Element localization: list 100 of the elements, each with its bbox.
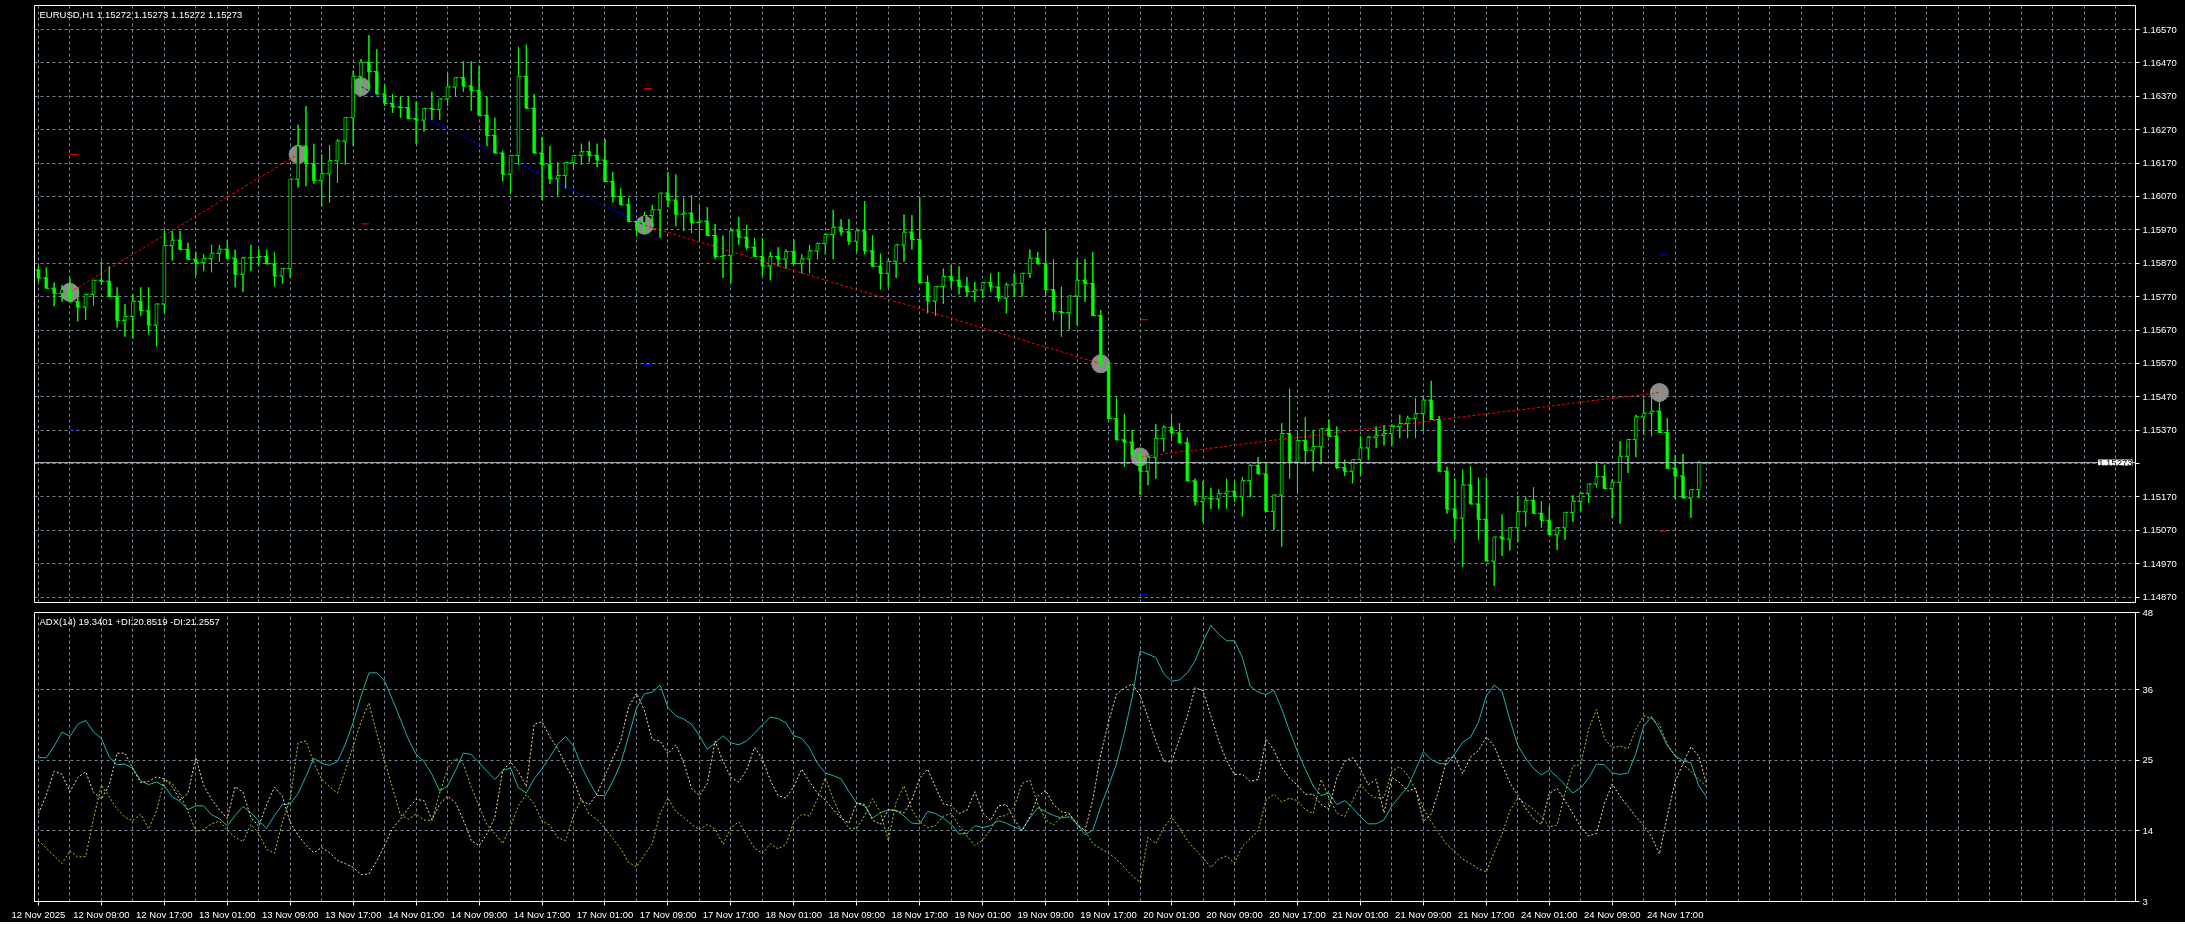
x-tick-label: 20 Nov 01:00 — [1143, 908, 1200, 920]
candlestick — [790, 238, 798, 265]
candlestick — [121, 303, 129, 338]
x-tick-label: 12 Nov 09:00 — [73, 908, 130, 920]
y-tick-label: 1.16170 — [2142, 157, 2177, 169]
y-tick-label: 1.16370 — [2142, 90, 2177, 102]
candlestick — [176, 230, 184, 251]
candlestick — [1553, 527, 1561, 551]
y-tick-label: 14 — [2142, 824, 2154, 836]
candlestick — [1152, 423, 1160, 480]
candlestick — [491, 117, 499, 154]
candlestick — [593, 143, 601, 168]
x-tick-label: 17 Nov 09:00 — [639, 908, 697, 920]
x-tick-label: 13 Nov 01:00 — [199, 908, 256, 920]
y-tick-label: 1.15170 — [2142, 490, 2177, 502]
candlestick — [609, 171, 617, 203]
x-tick-label: 20 Nov 09:00 — [1206, 908, 1263, 920]
candlestick — [648, 204, 656, 227]
candlestick — [58, 284, 66, 303]
candlestick — [727, 228, 735, 284]
y-tick-label: 48 — [2142, 606, 2154, 618]
y-tick-label: 1.15970 — [2142, 223, 2177, 235]
candlestick — [1073, 258, 1081, 326]
y-tick-label: 3 — [2142, 895, 2148, 907]
y-tick-label: 1.15770 — [2142, 290, 2177, 302]
candlestick — [1136, 449, 1144, 496]
x-tick-label: 19 Nov 17:00 — [1080, 908, 1137, 920]
x-tick-label: 13 Nov 17:00 — [324, 908, 382, 920]
candlestick — [774, 246, 782, 267]
candlestick — [711, 223, 719, 260]
candlestick — [1372, 426, 1380, 449]
candlestick — [239, 256, 247, 293]
x-tick-label: 12 Nov 2025 — [11, 908, 66, 920]
y-tick-label: 36 — [2142, 683, 2154, 695]
candlestick — [231, 249, 239, 288]
candlestick — [1325, 419, 1333, 437]
ref-line-label: 1.15273 — [2098, 456, 2133, 468]
candlestick — [373, 48, 381, 95]
x-tick-label: 24 Nov 09:00 — [1583, 908, 1641, 920]
y-tick-label: 1.14870 — [2142, 591, 2177, 603]
candlestick — [74, 286, 82, 322]
candlestick — [1679, 453, 1687, 499]
candlestick — [853, 230, 861, 253]
x-tick-label: 13 Nov 09:00 — [261, 908, 319, 920]
candlestick — [971, 281, 979, 303]
candlestick — [837, 218, 845, 237]
candlestick — [1262, 463, 1270, 512]
candlestick — [1569, 494, 1577, 523]
candlestick — [554, 161, 562, 196]
candlestick — [1435, 415, 1443, 472]
chart-title: ADX(14) 19.3401 +DI:20.8519 -DI:21.2557 — [39, 615, 220, 627]
x-tick-label: 18 Nov 09:00 — [828, 908, 886, 920]
y-tick-label: 1.16270 — [2142, 123, 2177, 135]
candlestick — [1317, 428, 1325, 465]
candlestick — [50, 282, 58, 307]
candlestick — [900, 214, 908, 263]
candlestick — [1451, 478, 1459, 541]
x-tick-label: 21 Nov 09:00 — [1395, 908, 1452, 920]
x-tick-label: 14 Nov 09:00 — [450, 908, 508, 920]
candlestick — [1443, 466, 1451, 515]
candlestick — [1270, 494, 1278, 531]
candlestick — [1254, 456, 1262, 475]
candlestick — [168, 230, 176, 262]
candlestick — [1018, 272, 1026, 298]
candlestick — [1514, 496, 1522, 543]
y-tick-label: 1.16570 — [2142, 23, 2177, 35]
candlestick — [1081, 258, 1089, 303]
candlestick — [955, 265, 963, 295]
candlestick — [129, 293, 137, 339]
x-tick-label: 17 Nov 17:00 — [702, 908, 760, 920]
candlestick — [1506, 527, 1514, 551]
candlestick — [546, 145, 554, 185]
candlestick — [1608, 478, 1616, 519]
x-tick-label: 12 Nov 17:00 — [136, 908, 193, 920]
candlestick — [365, 34, 373, 90]
candlestick — [475, 65, 483, 116]
x-tick-label: 19 Nov 09:00 — [1017, 908, 1074, 920]
candlestick — [294, 124, 302, 188]
candlestick — [420, 107, 428, 133]
candlestick — [1498, 513, 1506, 557]
point — [1649, 383, 1669, 402]
candlestick — [113, 286, 121, 328]
x-tick-label: 24 Nov 01:00 — [1521, 908, 1578, 920]
candlestick — [530, 93, 538, 154]
x-tick-label: 14 Nov 17:00 — [513, 908, 571, 920]
candlestick — [1616, 440, 1624, 525]
x-tick-label: 18 Nov 17:00 — [891, 908, 949, 920]
candlestick — [782, 249, 790, 270]
candlestick — [1089, 251, 1097, 317]
x-tick-label: 20 Nov 17:00 — [1269, 908, 1326, 920]
y-tick-label: 1.16470 — [2142, 56, 2177, 68]
candlestick — [1490, 536, 1498, 587]
x-tick-label: 21 Nov 01:00 — [1332, 908, 1389, 920]
candlestick — [428, 91, 436, 121]
candlestick — [1695, 460, 1703, 499]
candlestick — [719, 235, 727, 279]
candlestick — [1199, 480, 1207, 523]
y-tick-label: 1.15370 — [2142, 424, 2177, 436]
candlestick — [829, 209, 837, 260]
y-tick-label: 25 — [2142, 754, 2154, 766]
